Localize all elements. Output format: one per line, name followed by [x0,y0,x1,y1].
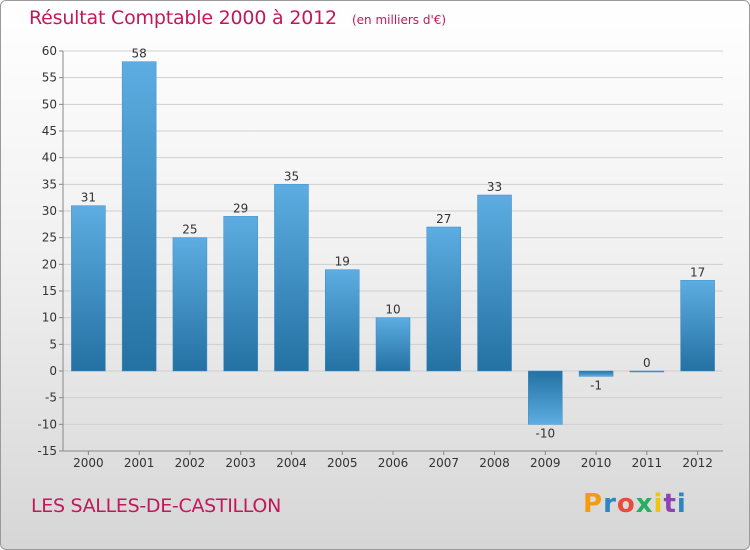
bar-value-label: 25 [182,223,197,237]
y-tick-label: 60 [42,44,57,58]
bar [477,194,512,372]
y-tick-label: 25 [42,231,57,245]
x-tick-label: 2003 [225,456,256,470]
y-tick-label: 40 [42,151,57,165]
bar [578,370,614,377]
x-tick-label: 2008 [479,456,510,470]
bar [375,317,411,372]
chart-unit: (en milliers d'€) [351,13,447,27]
y-tick-label: 55 [42,71,57,85]
y-tick-label: 35 [42,177,57,191]
bar-value-label: 33 [487,180,502,194]
bar [629,370,665,373]
bar-value-label: -10 [536,426,556,440]
x-tick-label: 2004 [276,456,307,470]
y-tick-label: 45 [42,124,57,138]
y-tick-label: -15 [37,444,57,458]
bar-value-label: 35 [284,169,299,183]
logo-letter: P [583,489,604,519]
x-tick-label: 2000 [73,456,104,470]
bar-value-label: -1 [590,378,602,392]
labels: 605550454035302520151050-5-10-1531200058… [37,44,712,470]
y-tick-label: -5 [45,391,57,405]
y-tick-label: 30 [42,204,57,218]
logo-letter: t [663,489,677,519]
bar-value-label: 29 [233,201,248,215]
x-tick-label: 2007 [428,456,459,470]
bar [274,184,309,372]
bar-value-label: 27 [436,212,451,226]
bar [528,370,563,425]
logo-letter: i [653,489,664,519]
bar-value-label: 17 [690,265,705,279]
x-tick-label: 2011 [632,456,663,470]
logo-letter: o [616,489,636,519]
y-tick-label: 5 [49,337,57,351]
title-row: Résultat Comptable 2000 à 2012 (en milli… [29,7,446,29]
bar [680,280,715,372]
bar-value-label: 19 [335,255,350,269]
x-tick-label: 2006 [378,456,409,470]
y-tick-label: 20 [42,257,57,271]
y-tick-label: -10 [37,417,57,431]
x-tick-label: 2002 [175,456,206,470]
y-tick-label: 50 [42,97,57,111]
axes [59,50,723,455]
bars [71,61,715,425]
y-tick-label: 0 [49,364,57,378]
grid-lines [63,50,723,452]
bar [121,61,157,372]
x-tick-label: 2001 [124,456,155,470]
bar [223,216,258,372]
logo-letter: i [676,489,687,519]
bar [426,226,462,372]
logo-letter: x [635,489,654,519]
x-tick-label: 2010 [581,456,612,470]
bar-value-label: 58 [132,47,147,61]
x-tick-label: 2009 [530,456,561,470]
place-name: LES SALLES-DE-CASTILLON [31,495,281,517]
bar [172,237,208,372]
chart-title: Résultat Comptable 2000 à 2012 [29,7,337,29]
bar-value-label: 0 [643,356,651,370]
y-tick-label: 15 [42,284,57,298]
x-tick-label: 2012 [682,456,713,470]
bar [324,269,360,372]
bar-value-label: 10 [385,303,400,317]
x-tick-label: 2005 [327,456,358,470]
bar-value-label: 31 [81,191,96,205]
y-tick-label: 10 [42,311,57,325]
bar [71,205,106,372]
logo-letter: r [603,489,617,519]
proxiti-logo: Proxiti [583,489,687,519]
